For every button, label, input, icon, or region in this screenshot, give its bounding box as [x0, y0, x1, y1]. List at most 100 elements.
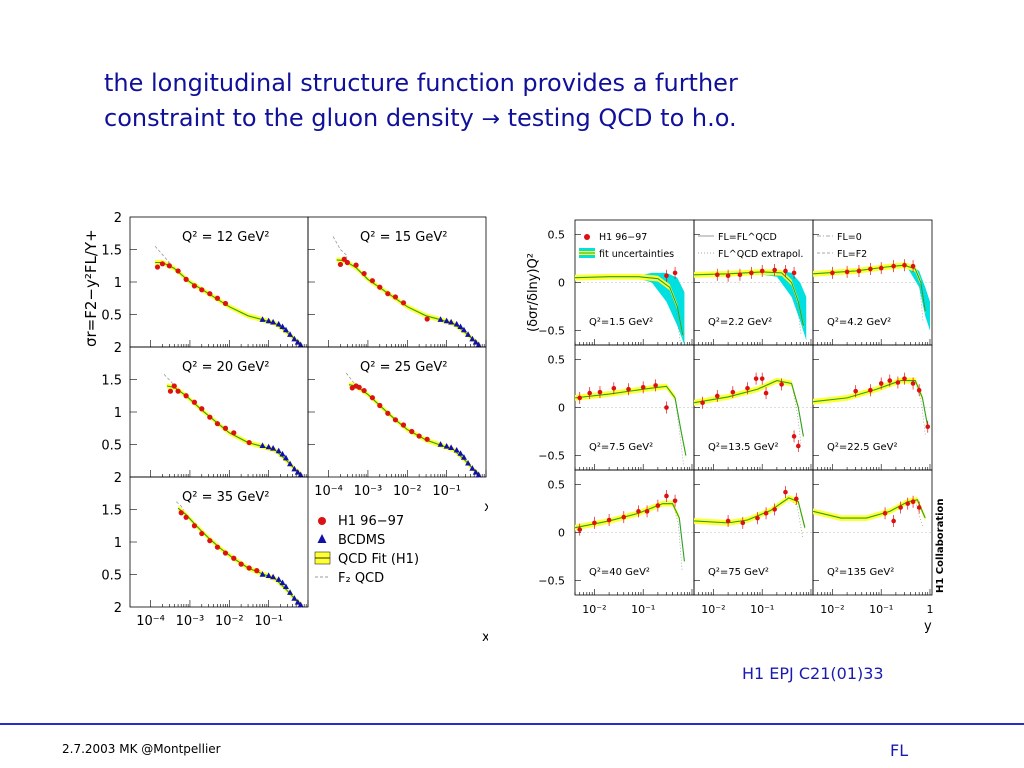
x-tick-label: 10⁻⁴ — [314, 484, 343, 499]
bcdms-data-point — [270, 573, 277, 580]
h1-data-point — [356, 384, 362, 390]
h1-data-point — [621, 514, 627, 520]
slide-headline: the longitudinal structure function prov… — [104, 66, 864, 137]
h1-data-point — [891, 518, 896, 524]
h1-data-point — [910, 263, 916, 269]
bcdms-data-point — [443, 443, 450, 449]
bcdms-data-point — [270, 318, 277, 325]
h1-data-point — [385, 410, 391, 416]
y-axis-label: σr=F2−y²FL/Y+ — [82, 229, 100, 347]
h1-data-point — [344, 259, 350, 266]
h1-data-point — [737, 272, 743, 278]
bcdms-data-point — [275, 576, 282, 582]
h1-data-point — [664, 405, 669, 410]
h1-data-point — [361, 387, 367, 394]
legend-bcdms-marker — [317, 534, 327, 543]
bcdms-data-point — [294, 599, 301, 605]
bcdms-data-point — [265, 317, 272, 324]
bcdms-data-point — [279, 579, 286, 586]
x-tick-label: 10⁻⁴ — [136, 614, 165, 629]
h1-data-point — [895, 380, 901, 385]
bcdms-data-point — [443, 317, 450, 324]
h1-data-point — [246, 439, 252, 446]
h1-data-point — [916, 387, 922, 393]
bcdms-data-point — [475, 341, 482, 348]
y-tick-label: 2 — [114, 341, 122, 356]
panel-label: Q²=2.2 GeV² — [708, 317, 772, 328]
h1-data-point — [664, 273, 669, 279]
collaboration-label: H1 Collaboration — [505, 369, 508, 473]
panel-label: Q²=4.2 GeV² — [827, 317, 891, 328]
fl-qcd-curve — [574, 276, 684, 336]
fl-extrapolation-curve — [674, 397, 684, 466]
h1-data-point — [830, 270, 835, 276]
h1-data-point — [183, 276, 189, 282]
h1-data-point — [159, 261, 166, 267]
x-tick-label: 10⁻³ — [176, 614, 205, 629]
h1-data-point — [740, 520, 746, 526]
h1-data-point — [626, 386, 631, 392]
bcdms-data-point — [287, 589, 294, 595]
h1-data-point — [175, 268, 181, 274]
legend-label: FL=0 — [837, 232, 862, 243]
h1-data-point — [167, 388, 174, 394]
y-tick-label: 1 — [114, 536, 122, 551]
fit-uncertainty-band — [632, 272, 685, 345]
x-tick-label: 10⁻² — [215, 614, 244, 629]
h1-data-point — [793, 496, 799, 502]
x-axis-label: y — [924, 619, 932, 634]
fit-uncertainty-band — [881, 263, 930, 331]
y-tick-label: 2 — [114, 601, 122, 616]
h1-data-point — [791, 434, 797, 439]
h1-data-point — [409, 428, 415, 435]
fl-extrapolation-curve — [791, 383, 802, 446]
h1-data-point — [231, 430, 237, 436]
h1-data-point — [191, 523, 198, 529]
h1-data-point — [902, 376, 907, 381]
bcdms-data-point — [460, 454, 467, 460]
h1-data-point — [369, 278, 376, 284]
fl-qcd-curve — [693, 380, 804, 437]
h1-data-point — [416, 433, 422, 439]
h1-data-point — [191, 283, 198, 289]
bcdms-data-point — [472, 339, 479, 345]
h1-data-point — [655, 503, 661, 508]
h1-data-point — [796, 443, 801, 449]
bcdms-data-point — [297, 471, 304, 478]
h1-data-point — [753, 376, 759, 381]
h1-data-point — [207, 538, 213, 544]
h1-data-point — [925, 424, 931, 430]
h1-data-point — [714, 272, 720, 278]
bcdms-data-point — [279, 450, 286, 457]
h1-data-point — [725, 518, 731, 524]
y-tick-label: 0.5 — [548, 228, 566, 241]
h1-data-point — [424, 316, 430, 322]
legend-label: BCDMS — [338, 533, 385, 548]
x-tick-label: 10⁻¹ — [631, 603, 655, 616]
bcdms-data-point — [265, 443, 272, 450]
x-tick-label: 10⁻² — [820, 603, 844, 616]
h1-data-point — [175, 388, 181, 394]
h1-data-point — [191, 399, 198, 405]
headline-line-2a: constraint to the gluon density — [104, 104, 482, 132]
bcdms-data-point — [265, 572, 272, 578]
h1-data-point — [887, 378, 893, 383]
bcdms-data-point — [282, 326, 289, 333]
h1-data-point — [577, 395, 583, 401]
h1-data-point — [400, 300, 407, 306]
collaboration-label: H1 Collaboration — [935, 498, 946, 593]
headline-line-2b: testing QCD to h.o. — [499, 104, 737, 132]
h1-data-point — [640, 385, 646, 390]
h1-data-point — [664, 493, 669, 499]
bcdms-data-point — [437, 441, 444, 447]
y-tick-label: −0.5 — [538, 450, 565, 463]
h1-data-point — [772, 507, 777, 512]
footer-date-author: 2.7.2003 MK @Montpellier — [62, 742, 221, 756]
bcdms-data-point — [297, 341, 304, 348]
legend-label: FL=FL^QCD — [718, 232, 777, 243]
x-tick-label: 10⁻³ — [354, 484, 383, 499]
qcd-fit-curve — [348, 384, 481, 476]
h1-data-point — [606, 517, 612, 523]
y-tick-label: 0.5 — [101, 309, 122, 324]
h1-data-point — [882, 510, 888, 516]
